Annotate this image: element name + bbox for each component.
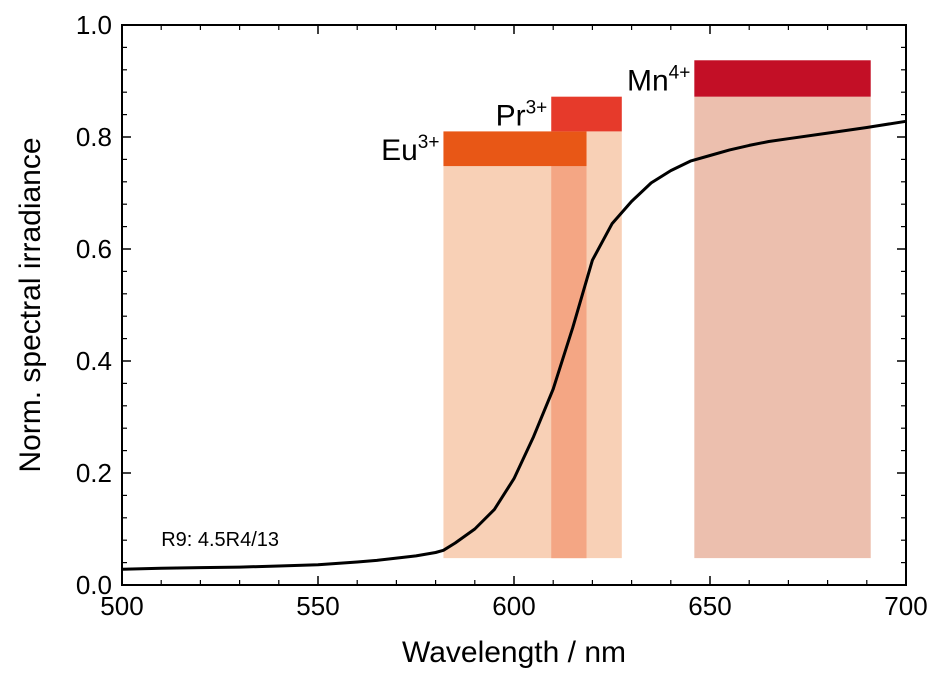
r9-annotation: R9: 4.5R4/13 — [161, 529, 279, 551]
irradiance-line — [121, 119, 907, 571]
irradiance-curve — [121, 119, 907, 571]
x-tick-label: 700 — [884, 591, 927, 621]
axis-ticks — [121, 24, 907, 586]
y-tick-label: 0.8 — [76, 122, 112, 152]
y-tick-label: 0.4 — [76, 346, 112, 376]
ion-labels: Eu3+ Pr3+ Mn4+ — [381, 63, 690, 167]
x-tick-label: 550 — [296, 591, 339, 621]
band-overlaps — [551, 166, 587, 559]
x-tick-label: 500 — [100, 591, 143, 621]
y-axis-label: Norm. spectral irradiance — [14, 137, 47, 472]
y-tick-label: 0.6 — [76, 234, 112, 264]
band-bar-mn — [694, 60, 871, 97]
band-bar-eu — [443, 131, 587, 167]
ion-label-pr: Pr3+ — [496, 97, 548, 132]
emitter-bars — [443, 60, 871, 167]
ion-label-mn: Mn4+ — [627, 63, 690, 98]
y-tick-label: 1.0 — [76, 10, 112, 40]
x-axis-label: Wavelength / nm — [402, 636, 626, 669]
band-fill-mn — [694, 96, 871, 559]
band-bar-pr — [551, 96, 622, 132]
y-tick-label: 0.0 — [76, 570, 112, 600]
tick-labels: 500 550 600 650 700 0.0 0.2 0.4 0.6 0.8 1.0 — [76, 10, 928, 621]
x-tick-label: 650 — [688, 591, 731, 621]
x-tick-label: 600 — [492, 591, 535, 621]
ion-label-eu: Eu3+ — [381, 132, 439, 167]
band-overlap — [551, 166, 587, 559]
y-tick-label: 0.2 — [76, 458, 112, 488]
